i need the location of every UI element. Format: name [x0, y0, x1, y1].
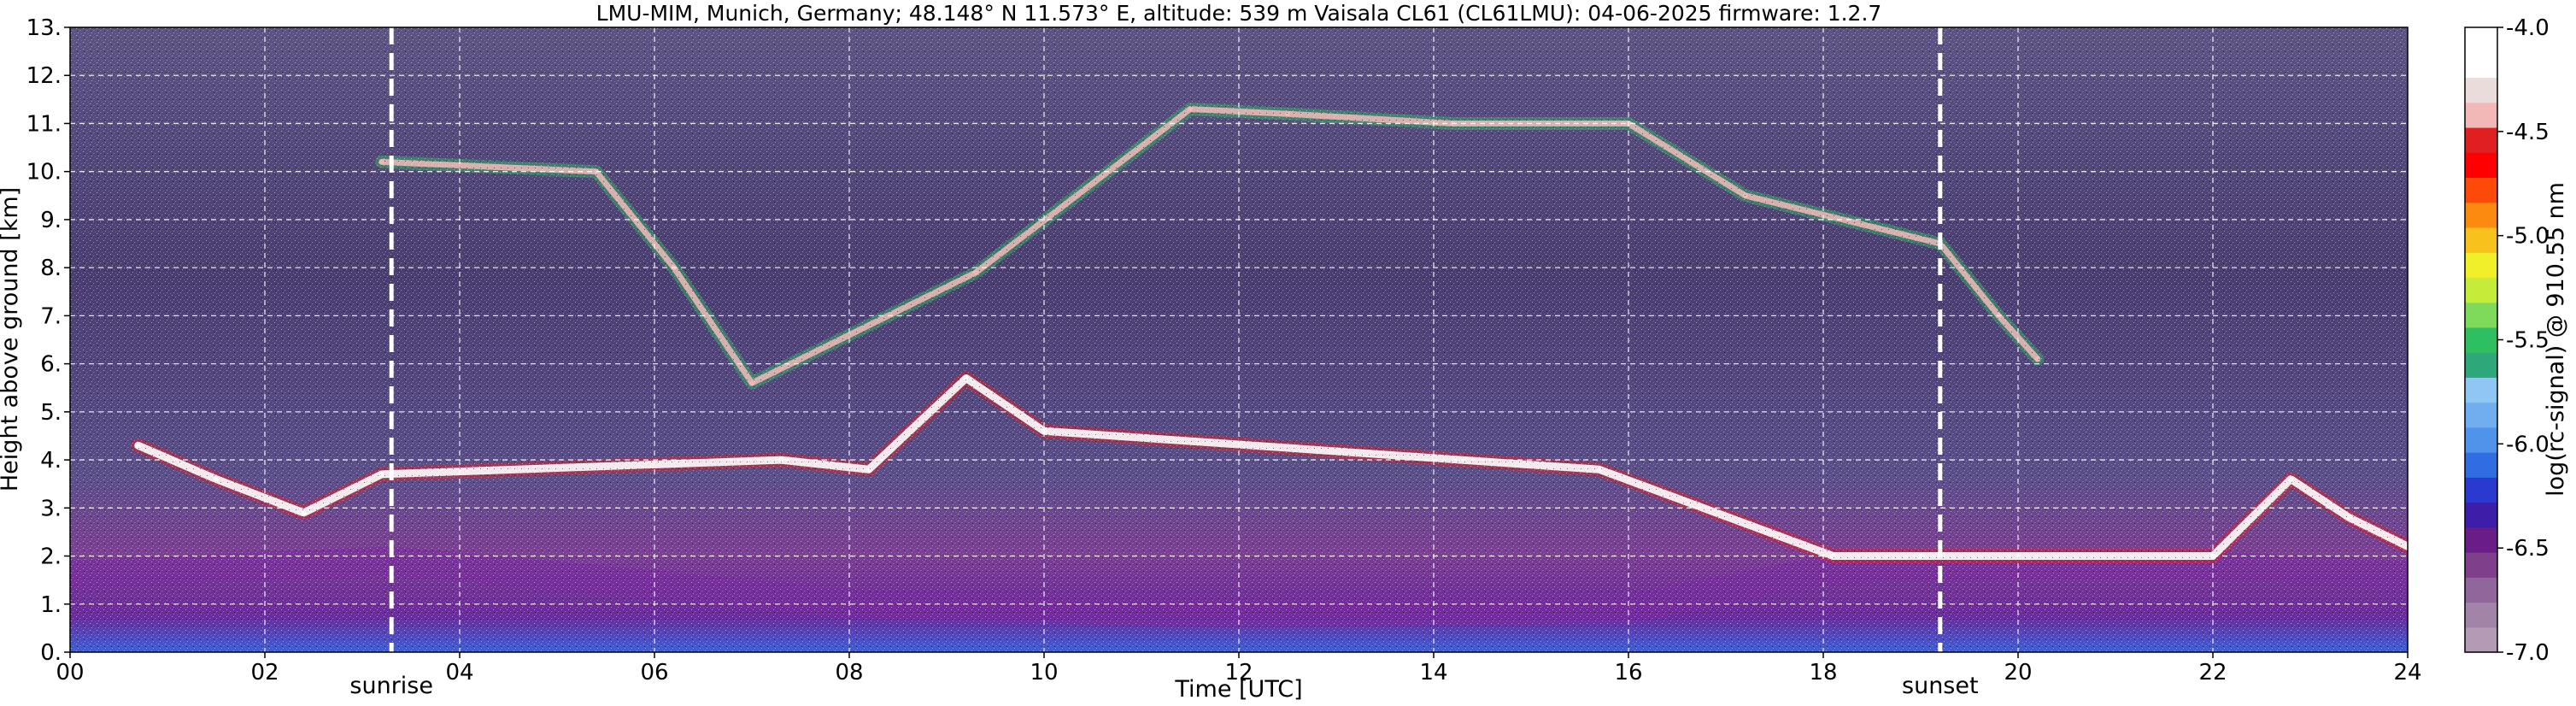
- colorbar-swatch: [2465, 252, 2497, 278]
- colorbar-swatches: [2465, 27, 2497, 653]
- colorbar-swatch: [2465, 202, 2497, 228]
- grid-lines: [70, 27, 2408, 652]
- colorbar-swatch: [2465, 52, 2497, 79]
- x-tick-label: 24: [2393, 660, 2421, 685]
- y-tick-label: 11.: [26, 111, 62, 137]
- colorbar-swatch: [2465, 627, 2497, 653]
- y-tick-label: 2.: [40, 544, 62, 570]
- y-tick-label: 0.: [40, 640, 62, 666]
- colorbar-tick-label: -5.5: [2506, 328, 2550, 354]
- x-tick-label: 20: [2004, 660, 2032, 685]
- y-tick-label: 6.: [40, 352, 62, 378]
- x-tick-label: 02: [250, 660, 279, 685]
- colorbar-swatch: [2465, 552, 2497, 578]
- colorbar-swatch: [2465, 477, 2497, 503]
- colorbar-swatch: [2465, 27, 2497, 53]
- colorbar-ticks: -4.0 -4.5 -5.0 -5.5 -6.0 -6.5 -7.0: [2497, 15, 2550, 666]
- x-tick-label: 00: [56, 660, 84, 685]
- colorbar-swatch: [2465, 502, 2497, 528]
- colorbar-swatch: [2465, 227, 2497, 253]
- x-tick-label: 18: [1809, 660, 1837, 685]
- x-tick-label: 22: [2198, 660, 2227, 685]
- colorbar-swatch: [2465, 452, 2497, 478]
- colorbar-swatch: [2465, 527, 2497, 553]
- colorbar: -4.0 -4.5 -5.0 -5.5 -6.0 -6.5 -7.0 log(rc-sign…: [2464, 15, 2569, 666]
- colorbar-swatch: [2465, 377, 2497, 403]
- sunrise-label: sunrise: [349, 673, 433, 699]
- colorbar-swatch: [2465, 77, 2497, 103]
- x-tick-label: 10: [1030, 660, 1058, 685]
- y-tick-label: 8.: [40, 256, 62, 281]
- x-tick-label: 04: [445, 660, 473, 685]
- x-tick-label: 16: [1614, 660, 1642, 685]
- x-axis-label: Time [UTC]: [1174, 676, 1302, 703]
- colorbar-tick-label: -7.0: [2506, 640, 2550, 666]
- x-tick-label: 14: [1419, 660, 1447, 685]
- colorbar-tick-label: -6.5: [2506, 536, 2550, 562]
- colorbar-label: log(rc-signal) @ 910.55 nm: [2543, 182, 2569, 497]
- colorbar-swatch: [2465, 427, 2497, 453]
- colorbar-swatch: [2465, 126, 2497, 153]
- colorbar-swatch: [2465, 152, 2497, 179]
- y-axis-label: Height above ground [km]: [0, 187, 23, 491]
- y-tick-label: 10.: [26, 160, 62, 185]
- colorbar-swatch: [2465, 352, 2497, 378]
- sun-event-labels: sunrise sunset: [349, 673, 1978, 699]
- colorbar-swatch: [2465, 327, 2497, 353]
- x-tick-label: 08: [835, 660, 863, 685]
- colorbar-tick-label: -6.0: [2506, 432, 2550, 457]
- x-tick-label: 06: [640, 660, 668, 685]
- y-axis-ticks: 0. 1. 2. 3. 4. 5. 6. 7. 8. 9. 10. 11. 12. 13.: [26, 15, 70, 666]
- y-tick-label: 4.: [40, 448, 62, 474]
- y-tick-label: 13.: [26, 15, 62, 41]
- x-tick-label: 12: [1224, 660, 1253, 685]
- colorbar-swatch: [2465, 402, 2497, 428]
- y-tick-label: 5.: [40, 400, 62, 426]
- y-tick-label: 12.: [26, 63, 62, 89]
- colorbar-swatch: [2465, 102, 2497, 128]
- y-tick-label: 3.: [40, 496, 62, 521]
- colorbar-tick-label: -4.0: [2506, 15, 2550, 41]
- colorbar-swatch: [2465, 302, 2497, 328]
- colorbar-swatch: [2465, 277, 2497, 303]
- y-tick-label: 1.: [40, 592, 62, 618]
- chart-title: LMU-MIM, Munich, Germany; 48.148° N 11.5…: [596, 1, 1882, 26]
- colorbar-swatch: [2465, 577, 2497, 603]
- colorbar-tick-label: -4.5: [2506, 120, 2550, 145]
- plot-area: [69, 26, 2409, 653]
- sunset-label: sunset: [1902, 673, 1979, 699]
- colorbar-swatch: [2465, 177, 2497, 203]
- x-axis-ticks: 00 02 04 06 08 10 12 14 16 18 20 22 24: [56, 652, 2422, 685]
- y-tick-label: 9.: [40, 208, 62, 233]
- y-tick-label: 7.: [40, 303, 62, 329]
- sun-event-lines: [389, 27, 1943, 652]
- colorbar-tick-label: -5.0: [2506, 224, 2550, 250]
- colorbar-swatch: [2465, 602, 2497, 628]
